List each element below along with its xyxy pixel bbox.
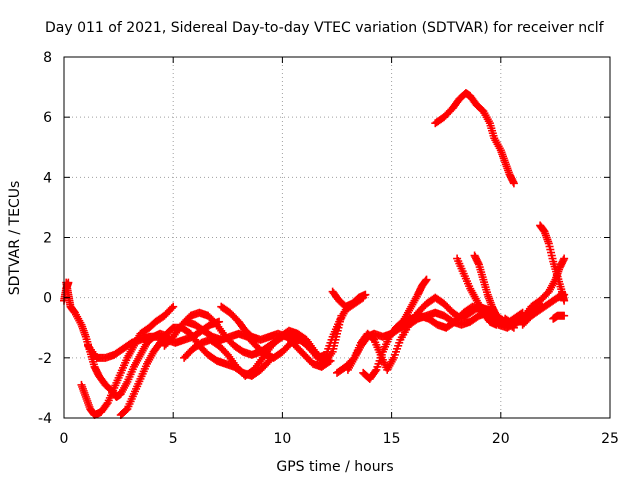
y-axis-label: SDTVAR / TECUs	[7, 181, 23, 296]
y-tick-label: 0	[43, 291, 52, 307]
x-axis-label: GPS time / hours	[276, 459, 393, 475]
data-points	[60, 89, 569, 419]
data-point-marker	[560, 290, 569, 299]
x-tick-label: 15	[383, 431, 401, 447]
axes	[63, 56, 611, 419]
x-tick-label: 5	[169, 431, 178, 447]
data-point-marker	[371, 367, 380, 376]
data-point-marker	[169, 302, 178, 311]
series-arc-21	[60, 278, 73, 305]
data-point-marker	[324, 357, 333, 366]
y-tick-label: 8	[43, 50, 52, 66]
y-tick-label: 6	[43, 110, 52, 126]
data-point-marker	[560, 254, 569, 263]
data-point-marker	[167, 304, 176, 313]
x-tick-label: 20	[492, 431, 510, 447]
y-tick-label: 4	[43, 170, 52, 186]
series-arc-15	[470, 251, 505, 326]
data-point-marker	[361, 290, 370, 299]
series-arc-18	[501, 254, 569, 329]
y-tick-label: -4	[38, 411, 52, 427]
y-tick-label: -2	[38, 351, 52, 367]
series-arc-20	[549, 311, 569, 323]
data-point-marker	[560, 311, 569, 320]
data-point-marker	[326, 356, 335, 365]
data-point-marker	[422, 275, 431, 284]
y-tick-label: 2	[43, 231, 52, 247]
series-arc-16	[431, 89, 518, 188]
series-arc-12	[328, 287, 370, 311]
series-arc-10	[343, 293, 527, 374]
x-tick-label: 10	[273, 431, 291, 447]
series-arc-13	[400, 275, 431, 323]
data-point-marker	[64, 278, 73, 287]
chart-title: Day 011 of 2021, Sidereal Day-to-day VTE…	[45, 20, 605, 36]
series-arc-19	[518, 290, 569, 329]
series-arc-14	[453, 254, 501, 329]
tick-labels: 0 5 10 15 20 25 -4 -2 0 2 4 6 8	[38, 50, 619, 447]
data-point-marker	[102, 400, 111, 409]
x-tick-label: 25	[601, 431, 619, 447]
data-point-marker	[509, 179, 518, 188]
x-tick-label: 0	[60, 431, 69, 447]
data-point-marker	[496, 317, 505, 326]
series-arc-4	[116, 323, 274, 419]
series-arc-8	[217, 302, 335, 371]
data-point-marker	[492, 320, 501, 329]
